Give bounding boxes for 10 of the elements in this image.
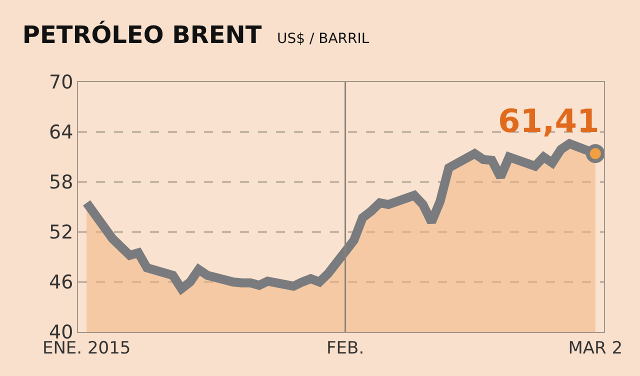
y-tick-label: 70	[49, 72, 74, 94]
y-tick-label: 64	[49, 122, 74, 144]
y-tick-label: 46	[49, 272, 74, 294]
y-tick-label: 52	[49, 222, 74, 244]
x-tick-label: FEB.	[326, 338, 364, 358]
y-tick-label: 58	[49, 172, 74, 194]
chart-subtitle: US$ / BARRIL	[276, 31, 370, 48]
chart-title: PETRÓLEO BRENT	[22, 20, 262, 50]
x-tick-label: MAR 2	[568, 338, 623, 358]
annotation: 61,41	[498, 102, 600, 140]
